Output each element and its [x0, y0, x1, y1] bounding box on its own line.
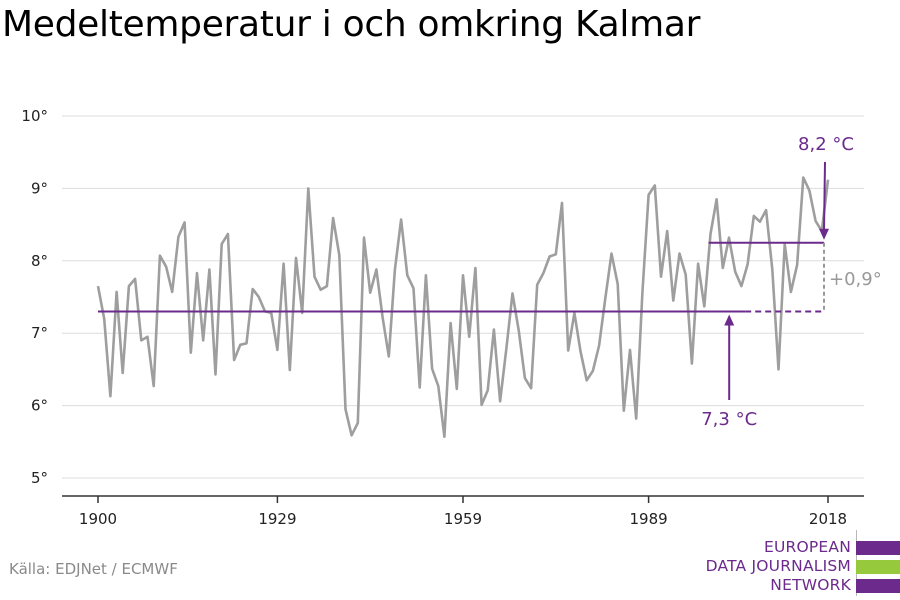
x-tick-label: 1929 — [258, 510, 296, 528]
x-tick-label: 2018 — [809, 510, 847, 528]
y-tick-label: 9° — [31, 179, 48, 197]
chart-title: Medeltemperatur i och omkring Kalmar — [2, 4, 701, 45]
logo-line-3: NETWORK — [770, 576, 851, 594]
logo-bar-purple-top — [856, 541, 900, 555]
difference-label: +0,9° — [829, 269, 882, 290]
recent-arrow-head — [819, 228, 829, 240]
y-tick-label: 7° — [31, 324, 48, 342]
logo-bar-green — [856, 560, 900, 574]
y-tick-label: 10° — [21, 107, 48, 125]
recent-arrow — [823, 161, 826, 231]
edjnet-logo: EUROPEAN DATA JOURNALISM NETWORK — [700, 530, 900, 596]
y-tick-label: 8° — [31, 252, 48, 270]
recent-mean-label: 8,2 °C — [798, 134, 854, 155]
baseline-arrow-head — [724, 314, 735, 326]
source-credit: Källa: EDJNet / ECMWF — [9, 560, 178, 578]
x-axis-ticks: 1900 1929 1959 1989 2018 — [79, 496, 847, 528]
logo-bar-purple-bottom — [856, 579, 900, 593]
logo-line-2: DATA JOURNALISM — [705, 557, 851, 575]
gridlines — [62, 115, 864, 479]
y-tick-label: 5° — [31, 469, 48, 487]
x-tick-label: 1900 — [79, 510, 117, 528]
y-axis-tick-labels: 5° 6° 7° 8° 9° 10° — [21, 107, 48, 487]
x-tick-label: 1959 — [444, 510, 482, 528]
logo-line-1: EUROPEAN — [763, 538, 851, 556]
baseline-mean-label: 7,3 °C — [701, 409, 757, 430]
temperature-series-line — [96, 176, 830, 438]
y-tick-label: 6° — [31, 397, 48, 415]
x-tick-label: 1989 — [629, 510, 667, 528]
annotations: 7,3 °C 8,2 °C +0,9° — [98, 134, 882, 430]
